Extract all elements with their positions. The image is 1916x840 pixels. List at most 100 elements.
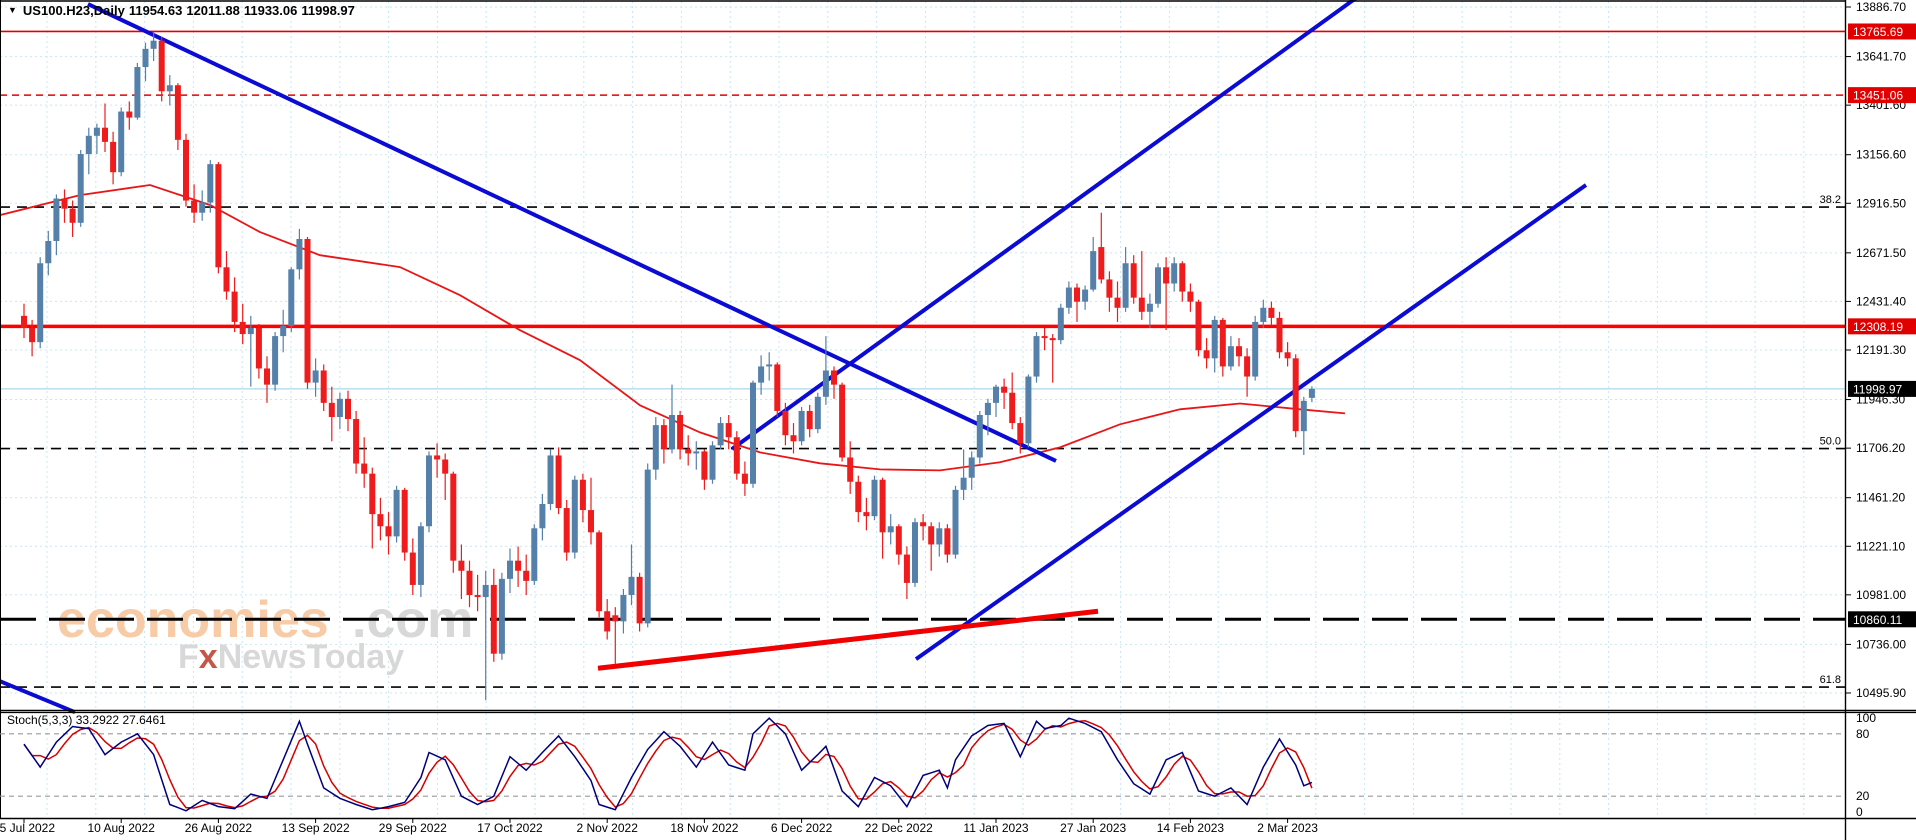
candle xyxy=(968,451,975,490)
stochastic-indicator-label: Stoch(5,3,3) 33.2922 27.6461 xyxy=(7,713,166,727)
date-label: 26 Aug 2022 xyxy=(185,821,253,835)
candle xyxy=(960,449,967,500)
candle xyxy=(798,406,805,446)
candle xyxy=(1187,283,1194,312)
candle xyxy=(895,524,902,565)
candle xyxy=(620,588,627,634)
candle xyxy=(353,410,360,474)
candle xyxy=(434,443,441,478)
candle xyxy=(847,441,854,494)
ohlc-low: 11933.06 xyxy=(243,3,298,18)
candle xyxy=(1203,338,1210,369)
candle xyxy=(644,463,651,628)
candle xyxy=(1049,334,1056,383)
price-tick-label: 10495.90 xyxy=(1856,686,1906,700)
symbol-dropdown-icon[interactable]: ▼ xyxy=(8,5,17,15)
candle xyxy=(442,453,449,500)
candle xyxy=(952,485,959,559)
candle xyxy=(863,497,870,531)
candle xyxy=(1098,212,1105,284)
candle xyxy=(531,524,538,585)
candle xyxy=(69,200,76,237)
candle xyxy=(118,107,125,177)
price-badge-label: 10860.11 xyxy=(1853,613,1902,627)
candle xyxy=(37,257,44,349)
candle xyxy=(385,512,392,555)
candle xyxy=(612,607,619,664)
candle xyxy=(1219,317,1226,377)
price-tick-label: 10736.00 xyxy=(1856,637,1906,651)
price-tick-label: 13156.60 xyxy=(1856,148,1906,162)
trendline-red-support[interactable] xyxy=(597,608,1099,671)
stoch-main-line xyxy=(23,717,1313,812)
candle xyxy=(409,538,416,596)
candle xyxy=(158,36,165,102)
candle xyxy=(782,402,789,446)
stochastic-panel xyxy=(0,717,1845,812)
watermark-fxnewstoday: FxNewsToday xyxy=(178,638,404,676)
candle xyxy=(401,487,408,561)
candle xyxy=(1090,236,1097,292)
candle xyxy=(1236,338,1242,367)
candle xyxy=(490,568,497,662)
date-label: 13 Sep 2022 xyxy=(282,821,350,835)
fib-label-38.2: 38.2 xyxy=(1820,194,1841,206)
candle xyxy=(288,267,295,333)
candle xyxy=(191,184,198,223)
stoch-scale-label: 80 xyxy=(1856,727,1870,741)
candle xyxy=(822,336,829,405)
price-badge xyxy=(1848,611,1916,628)
candle xyxy=(417,522,424,598)
candle xyxy=(1211,315,1218,373)
candle xyxy=(928,522,935,571)
candle xyxy=(912,518,918,587)
candle xyxy=(993,384,999,418)
candle xyxy=(312,358,319,397)
candle xyxy=(507,548,513,594)
time-axis[interactable]: 25 Jul 2022 10 Aug 2022 26 Aug 2022 13 Sep … xyxy=(0,819,1318,835)
candle xyxy=(134,62,141,120)
trendline-ascending-channel-lower[interactable] xyxy=(914,183,1588,661)
candle xyxy=(1057,303,1064,345)
candle xyxy=(1284,342,1291,367)
candle xyxy=(102,103,108,152)
price-tick-label: 11706.20 xyxy=(1856,441,1905,455)
trendline-descending-resistance[interactable] xyxy=(87,2,1057,463)
candle xyxy=(871,475,878,521)
candle xyxy=(677,410,684,460)
candle xyxy=(636,572,643,632)
candles xyxy=(21,31,1315,701)
price-tick-label: 12191.30 xyxy=(1856,343,1906,357)
date-label: 10 Aug 2022 xyxy=(87,821,155,835)
moving-average-line xyxy=(0,184,1346,472)
candle xyxy=(1268,301,1275,326)
candle xyxy=(93,123,100,155)
date-label: 25 Jul 2022 xyxy=(0,821,55,835)
candle xyxy=(766,352,773,381)
price-tick-label: 13641.70 xyxy=(1856,50,1906,64)
candle xyxy=(361,437,368,488)
candle xyxy=(1163,257,1170,331)
candle xyxy=(547,449,554,511)
candle xyxy=(1122,247,1129,312)
candle xyxy=(377,497,384,541)
candle xyxy=(296,228,303,280)
candle xyxy=(839,382,846,462)
candle xyxy=(774,362,781,418)
candle xyxy=(1244,348,1251,397)
candle xyxy=(45,230,52,276)
trendline-corner-segment[interactable] xyxy=(0,679,76,715)
candle xyxy=(831,366,837,399)
candle xyxy=(174,83,181,150)
candle xyxy=(1106,271,1113,312)
ohlc-high: 12011.88 xyxy=(186,3,240,18)
candle xyxy=(1155,263,1161,308)
candle xyxy=(183,133,189,207)
fib-label-61.8: 61.8 xyxy=(1820,674,1841,686)
price-axis[interactable]: 13886.7013641.7013401.6013156.6012916.50… xyxy=(1845,0,1916,819)
candle xyxy=(604,599,611,640)
price-tick-label: 12431.40 xyxy=(1856,294,1906,308)
price-tick-label: 13886.70 xyxy=(1856,0,1906,14)
